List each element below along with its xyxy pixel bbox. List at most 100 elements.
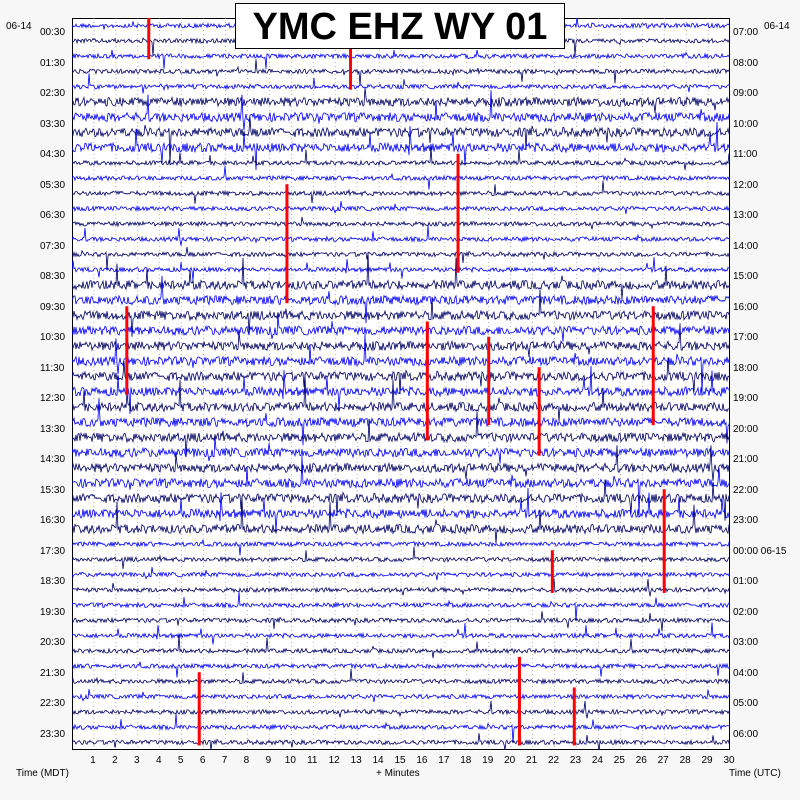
left-time-label: 17:30 (40, 545, 66, 557)
seismic-trace (72, 73, 730, 94)
seismic-trace (72, 479, 730, 521)
right-time-label: 13:00 (733, 210, 759, 222)
event-marker (147, 18, 151, 60)
left-axis-title: Time (MDT) (16, 768, 69, 779)
seismic-trace (72, 315, 730, 342)
right-time-label: 07:00 (733, 27, 759, 39)
x-tick-label: 23 (569, 755, 582, 766)
x-tick-label: 16 (416, 755, 428, 766)
x-tick-label: 5 (177, 755, 184, 766)
x-tick-label: 10 (284, 755, 296, 766)
x-tick-label: 17 (438, 755, 450, 766)
x-tick-label: 25 (613, 755, 625, 766)
x-axis-title: + Minutes (376, 768, 420, 779)
seismic-trace (72, 634, 730, 658)
event-marker (537, 367, 541, 456)
right-time-label: 10:00 (733, 118, 759, 130)
right-time-label: 04:00 (733, 667, 759, 679)
seismic-trace (72, 323, 730, 357)
x-tick-label: 7 (221, 755, 228, 766)
event-marker (285, 184, 289, 304)
seismic-trace (72, 456, 730, 516)
right-time-label: 08:00 (733, 57, 759, 69)
right-time-label: 16:00 (733, 301, 759, 313)
seismic-trace (72, 121, 730, 171)
x-tick-label: 13 (350, 755, 362, 766)
right-date-label: 06-14 (764, 21, 790, 32)
seismic-trace (72, 275, 730, 324)
x-tick-label: 12 (328, 755, 340, 766)
seismic-trace (72, 668, 730, 686)
seismic-trace (72, 225, 730, 246)
seismic-trace (72, 578, 730, 597)
seismic-trace (72, 661, 730, 678)
seismic-trace (72, 700, 730, 719)
left-time-label: 23:30 (40, 728, 66, 740)
x-tick-label: 30 (723, 755, 735, 766)
event-marker (197, 672, 201, 746)
event-marker (487, 336, 491, 426)
right-time-label: 05:00 (733, 698, 759, 710)
x-tick-label: 27 (657, 755, 669, 766)
x-tick-label: 9 (265, 755, 272, 766)
seismic-trace (72, 117, 730, 165)
right-time-label: 06:00 (733, 728, 759, 740)
seismic-trace (72, 487, 730, 532)
helicorder-plot-area (72, 18, 730, 750)
seismic-trace (72, 59, 730, 86)
seismic-trace (72, 539, 730, 556)
right-time-label: 09:00 (733, 88, 759, 100)
left-date-label: 06-14 (6, 21, 32, 32)
x-tick-label: 22 (547, 755, 560, 766)
right-time-label: 18:00 (733, 362, 759, 374)
left-time-label: 03:30 (40, 118, 66, 130)
left-time-label: 11:30 (40, 362, 65, 374)
x-tick-label: 21 (526, 755, 538, 766)
seismic-trace (72, 252, 730, 300)
seismic-trace (72, 334, 730, 394)
seismic-trace (72, 591, 730, 621)
seismic-trace (72, 90, 730, 131)
event-marker (456, 153, 460, 273)
left-time-label: 00:30 (40, 27, 66, 39)
left-time-label: 12:30 (40, 393, 66, 405)
seismic-trace (72, 180, 730, 204)
seismic-trace (72, 713, 730, 743)
event-marker (125, 306, 129, 395)
seismic-trace (72, 374, 730, 422)
x-tick-label: 28 (679, 755, 691, 766)
left-time-label: 19:30 (40, 606, 66, 618)
seismic-trace (72, 689, 730, 703)
event-marker (349, 31, 353, 90)
left-time-label: 09:30 (40, 301, 66, 313)
left-time-label: 02:30 (40, 88, 66, 100)
right-time-label: 01:00 (733, 576, 759, 588)
x-tick-label: 19 (482, 755, 494, 766)
seismic-trace (72, 445, 730, 482)
right-time-label: 19:00 (733, 393, 759, 405)
x-tick-label: 2 (112, 755, 118, 766)
x-tick-label: 1 (90, 755, 96, 766)
event-marker (662, 489, 666, 593)
x-tick-label: 26 (635, 755, 647, 766)
event-marker (651, 306, 655, 426)
seismic-trace (72, 201, 730, 215)
event-marker (572, 687, 576, 746)
left-time-label: 18:30 (40, 576, 66, 588)
x-tick-label: 3 (134, 755, 140, 766)
right-time-label: 22:00 (733, 484, 759, 496)
left-time-label: 10:30 (40, 332, 66, 344)
event-marker (425, 321, 429, 441)
seismic-trace (72, 496, 730, 544)
left-time-label: 01:30 (40, 57, 66, 69)
right-time-label: 14:00 (733, 240, 759, 252)
right-time-label: 02:00 (733, 606, 759, 618)
seismic-trace (72, 357, 730, 395)
seismic-trace (72, 397, 730, 446)
x-tick-label: 4 (155, 755, 162, 766)
seismic-trace (72, 611, 730, 632)
right-time-label: 03:00 (733, 637, 759, 649)
left-time-label: 08:30 (40, 271, 66, 283)
x-tick-label: 29 (701, 755, 713, 766)
x-tick-label: 24 (591, 755, 603, 766)
